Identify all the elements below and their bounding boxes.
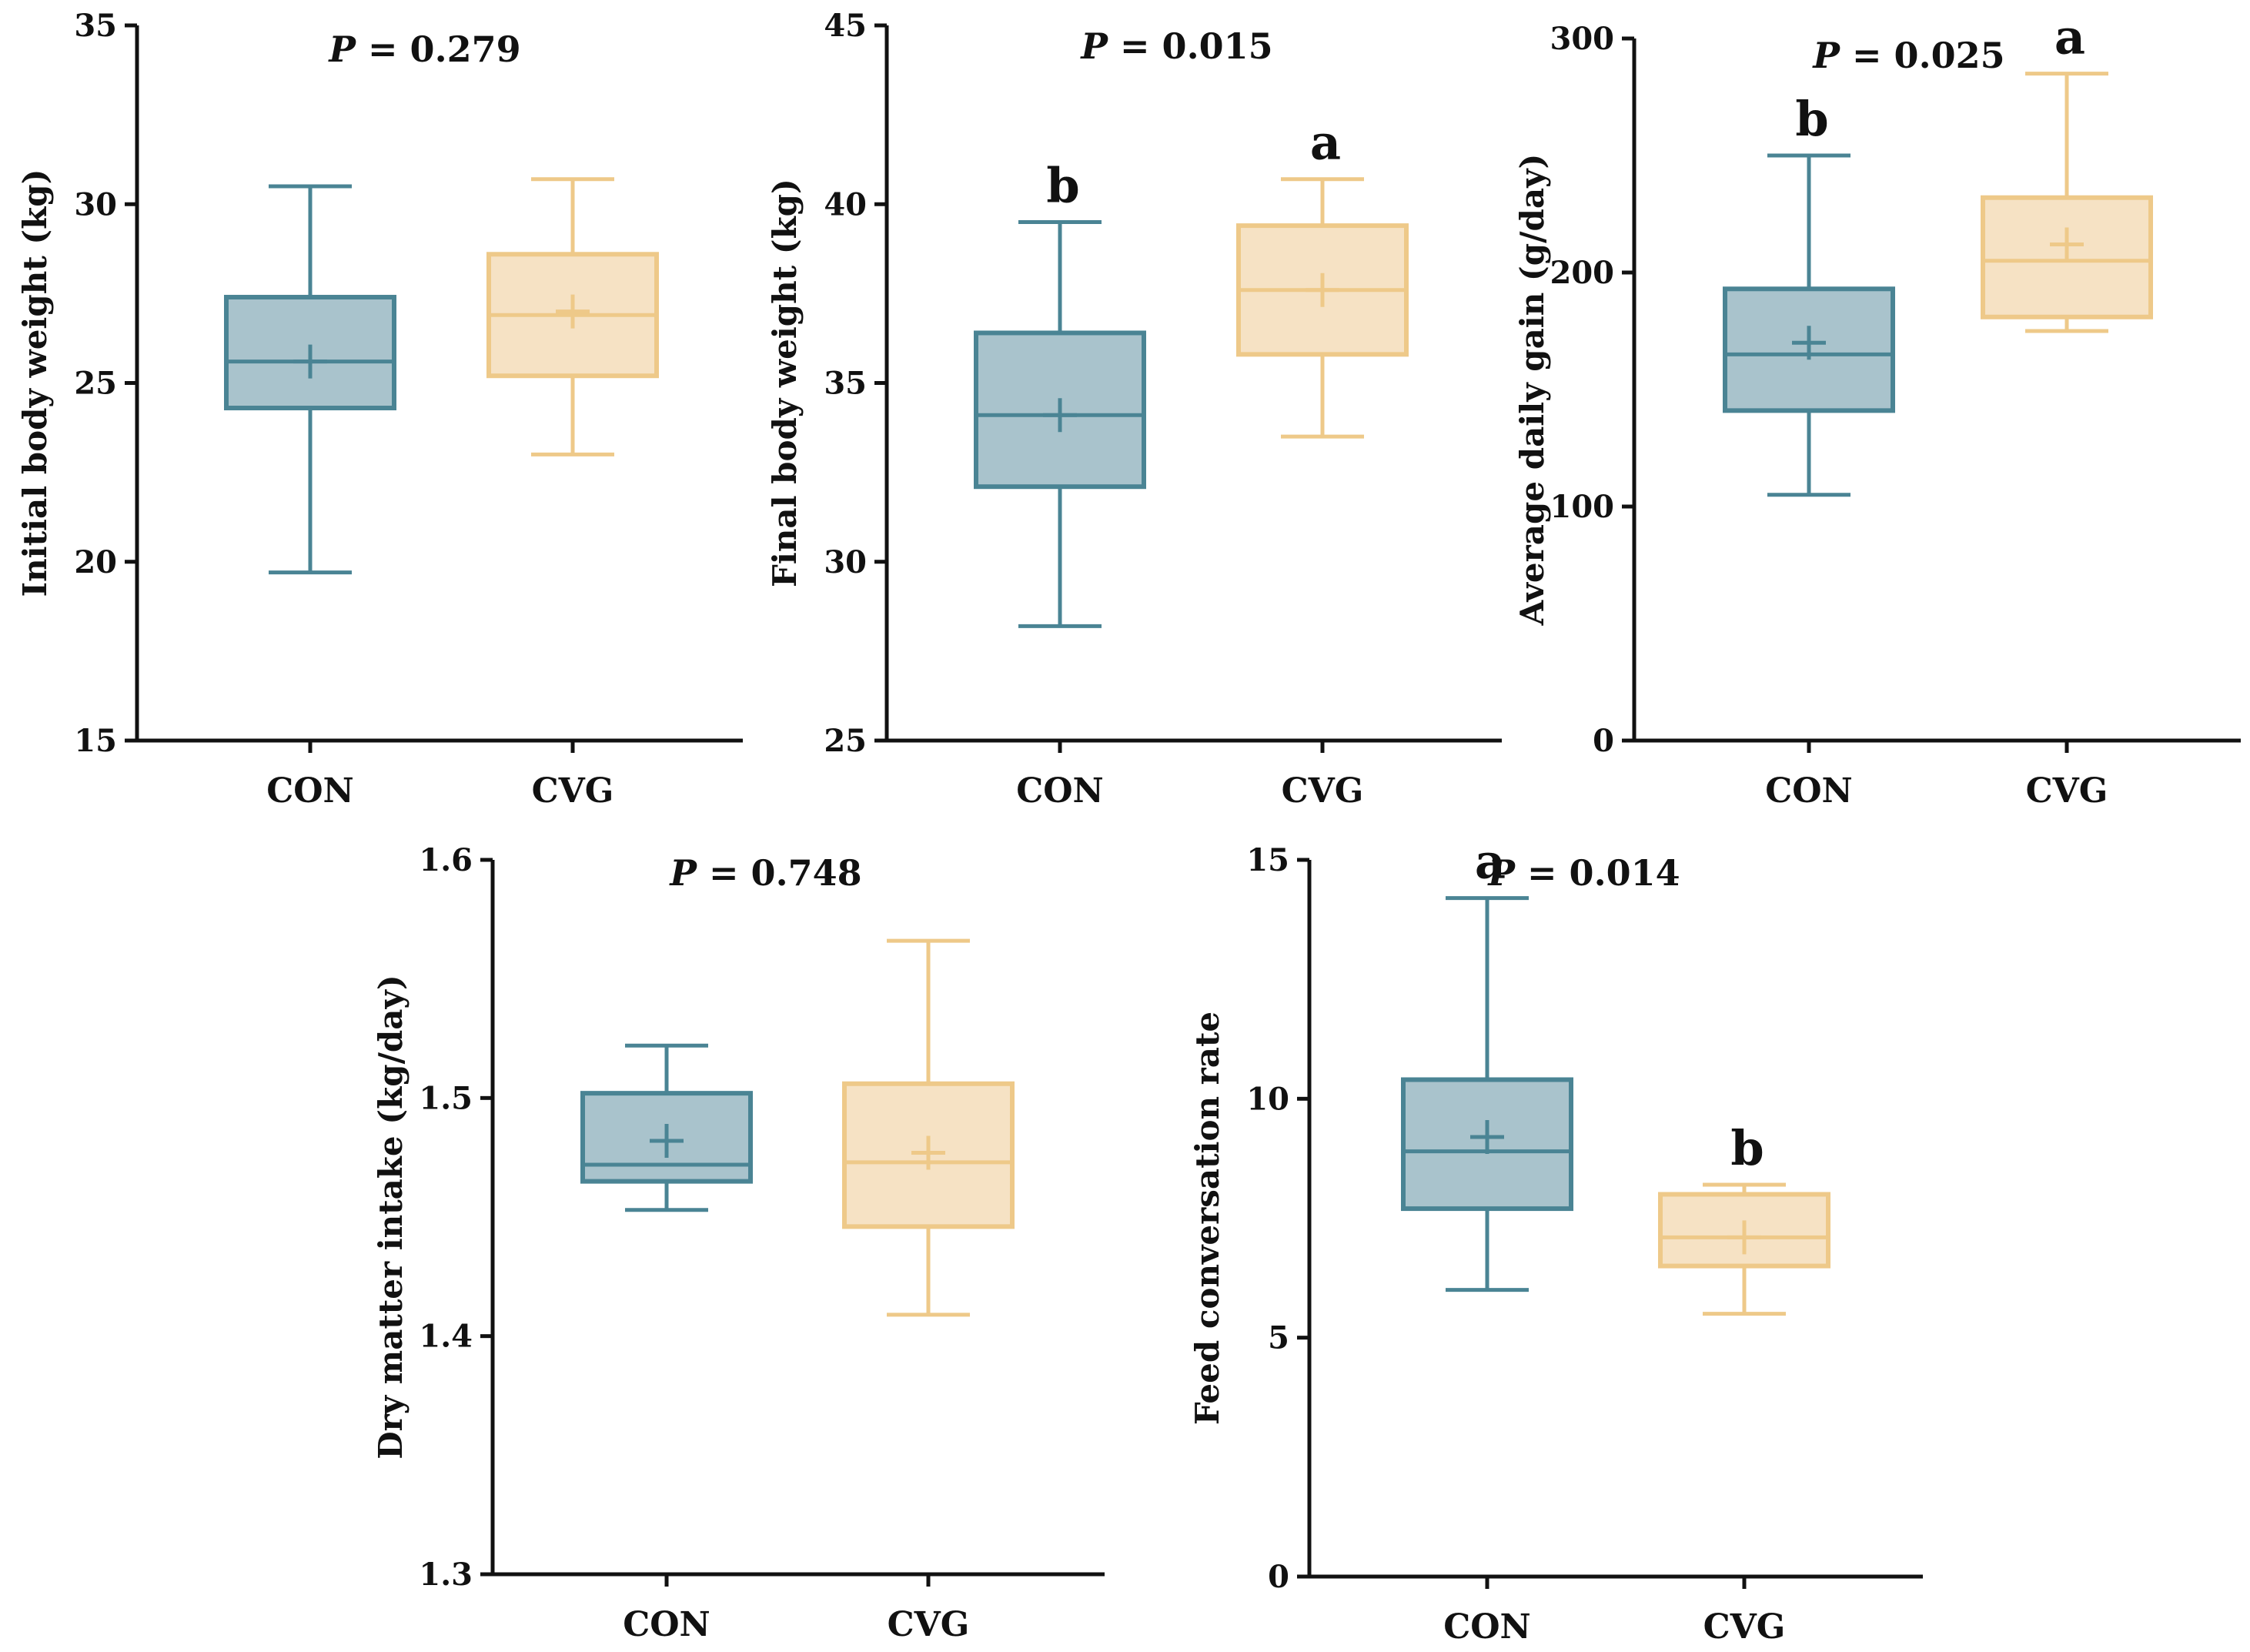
x-category-label: CON <box>266 771 354 811</box>
y-tick-label: 25 <box>824 723 867 759</box>
y-tick-label: 15 <box>1246 842 1289 878</box>
y-axis-title: Feed conversation rate <box>1189 1012 1226 1425</box>
box-con <box>580 1043 753 1212</box>
iqr-box <box>580 1091 753 1184</box>
y-tick-label: 1.5 <box>419 1080 473 1116</box>
panel-final-body-weight: 25 30 35 40 45 Final body weight (kg) P = 0.01… <box>766 8 1502 811</box>
box-con: b <box>974 157 1146 628</box>
x-category-label: CVG <box>532 771 614 811</box>
y-tick-label: 20 <box>74 544 117 580</box>
y-tick-label: 0 <box>1268 1559 1289 1595</box>
p-value-label: P = 0.279 <box>327 28 520 70</box>
y-axis-title: Final body weight (kg) <box>766 179 804 587</box>
iqr-box <box>842 1081 1015 1229</box>
x-category-label: CVG <box>888 1605 970 1644</box>
p-value-label: P = 0.014 <box>1486 852 1680 894</box>
y-tick-label: 35 <box>74 8 117 44</box>
y-axis-title: Initial body weight (kg) <box>16 169 54 597</box>
x-category-label: CON <box>1443 1607 1531 1647</box>
p-value-label: P = 0.015 <box>1079 25 1272 67</box>
y-tick-label: 30 <box>824 544 867 580</box>
y-tick-label: 25 <box>74 366 117 402</box>
y-tick-label: 100 <box>1550 489 1615 525</box>
y-tick-label: 45 <box>824 8 867 44</box>
x-category-label: CON <box>623 1605 710 1644</box>
y-tick-label: 1.4 <box>419 1319 473 1355</box>
y-tick-label: 200 <box>1550 255 1615 291</box>
y-axis-title: Average daily gain (g/day) <box>1513 154 1551 627</box>
y-tick-label: 5 <box>1268 1320 1289 1356</box>
x-category-label: CON <box>1765 771 1853 811</box>
panel-dry-matter-intake: 1.3 1.4 1.5 1.6 Dry matter intake (kg/day) P … <box>372 842 1105 1644</box>
y-tick-label: 30 <box>74 186 117 222</box>
y-tick-label: 35 <box>824 366 867 402</box>
box-con: b <box>1723 91 1895 497</box>
significance-letter: b <box>1795 91 1828 147</box>
y-tick-label: 1.3 <box>419 1557 473 1593</box>
box-cvg: a <box>1236 115 1409 439</box>
y-axis-title: Dry matter intake (kg/day) <box>372 975 410 1460</box>
box-con: a <box>1401 834 1573 1293</box>
significance-letter: a <box>2054 9 2085 65</box>
significance-letter: b <box>1730 1120 1764 1176</box>
box-con <box>224 184 396 575</box>
box-cvg <box>486 177 659 456</box>
panel-average-daily-gain: 0 100 200 300 Average daily gain (g/day) P = … <box>1513 9 2241 811</box>
p-value-label: P = 0.748 <box>668 852 861 894</box>
iqr-box <box>974 330 1146 490</box>
x-category-label: CVG <box>2026 771 2108 811</box>
x-category-label: CVG <box>1282 771 1364 811</box>
box-cvg: a <box>1981 9 2153 333</box>
panel-initial-body-weight: 15 20 25 30 35 Initial body weight (kg) P = 0.… <box>16 8 743 811</box>
y-tick-label: 40 <box>824 186 867 222</box>
y-tick-label: 1.6 <box>419 842 473 878</box>
significance-letter: b <box>1046 157 1079 213</box>
y-tick-label: 15 <box>74 723 117 759</box>
box-cvg: b <box>1658 1120 1830 1316</box>
x-category-label: CON <box>1016 771 1104 811</box>
significance-letter: a <box>1310 115 1341 171</box>
y-tick-label: 300 <box>1550 21 1615 57</box>
p-value-label: P = 0.025 <box>1811 35 2004 76</box>
y-tick-label: 0 <box>1593 723 1614 759</box>
y-tick-label: 10 <box>1246 1081 1289 1117</box>
x-category-label: CVG <box>1703 1607 1786 1647</box>
box-cvg <box>842 938 1015 1317</box>
significance-letter: a <box>1475 834 1506 890</box>
